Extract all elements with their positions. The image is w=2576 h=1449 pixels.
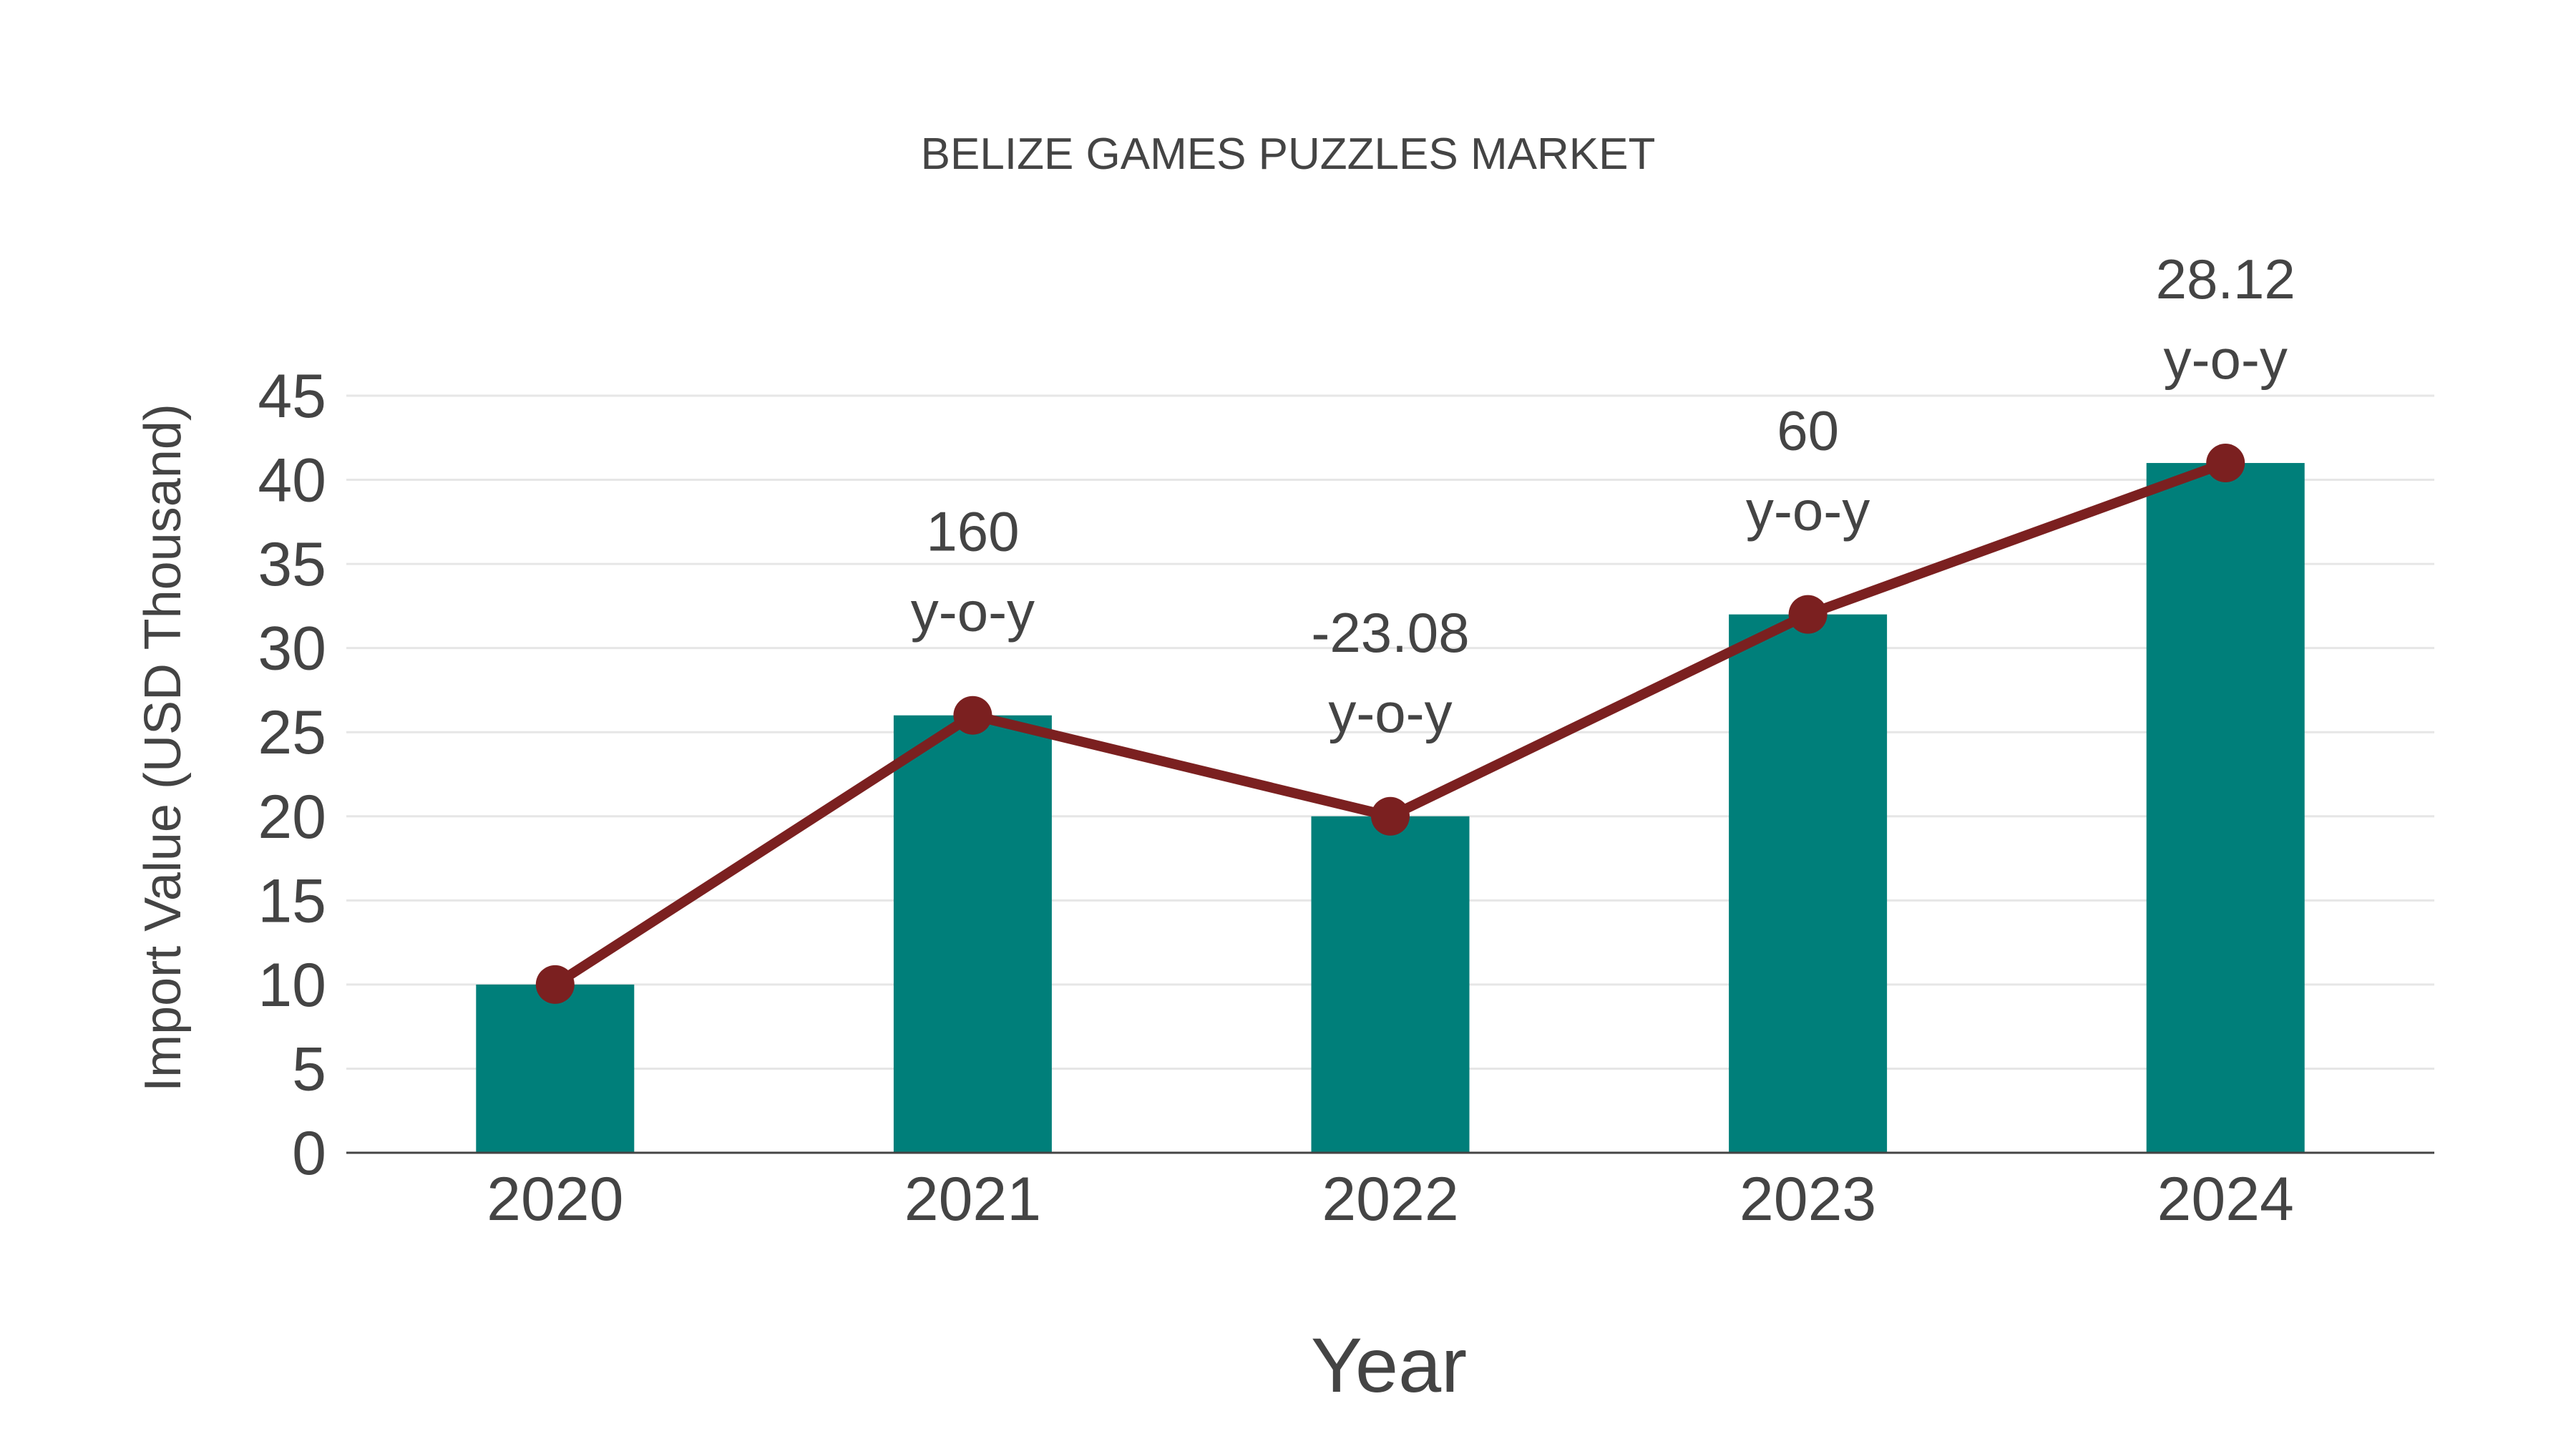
yoy-suffix-2024: y-o-y [2164, 328, 2288, 391]
line-marker-2020[interactable] [535, 965, 575, 1004]
line-marker-2024[interactable] [2206, 444, 2245, 483]
y-tick-label: 25 [258, 698, 326, 767]
x-tick-label: 2023 [1740, 1165, 1876, 1234]
y-tick-label: 35 [258, 530, 326, 599]
line-marker-2023[interactable] [1788, 595, 1828, 634]
y-tick-label: 30 [258, 615, 326, 683]
bar-2021[interactable] [893, 715, 1052, 1153]
line-marker-2022[interactable] [1371, 796, 1410, 836]
yoy-value-2024: 28.12 [2156, 248, 2296, 311]
x-tick-label: 2024 [2157, 1165, 2294, 1234]
yoy-value-2023: 60 [1777, 399, 1839, 462]
x-tick-label: 2021 [904, 1165, 1041, 1234]
y-tick-label: 15 [258, 867, 326, 935]
line-marker-2021[interactable] [953, 696, 992, 735]
y-axis-title: Import Value (USD Thousand) [135, 404, 192, 1092]
x-tick-label: 2020 [487, 1165, 623, 1234]
x-axis-title: Year [1311, 1322, 1467, 1408]
yoy-suffix-2023: y-o-y [1746, 479, 1870, 542]
bar-2024[interactable] [2146, 463, 2305, 1153]
y-tick-label: 0 [292, 1119, 326, 1188]
y-tick-label: 5 [292, 1035, 326, 1103]
yoy-value-2021: 160 [926, 500, 1019, 563]
y-tick-label: 40 [258, 447, 326, 515]
yoy-suffix-2021: y-o-y [911, 580, 1035, 643]
x-tick-label: 2022 [1322, 1165, 1458, 1234]
y-tick-label: 20 [258, 783, 326, 852]
yoy-suffix-2022: y-o-y [1328, 681, 1452, 744]
y-tick-label: 10 [258, 951, 326, 1020]
bar-2020[interactable] [476, 984, 635, 1153]
y-tick-label: 45 [258, 362, 326, 431]
bar-2022[interactable] [1311, 816, 1470, 1153]
bar-2023[interactable] [1729, 614, 1888, 1153]
chart-title: BELIZE GAMES PUZZLES MARKET [920, 130, 1656, 179]
yoy-value-2022: -23.08 [1311, 601, 1469, 664]
